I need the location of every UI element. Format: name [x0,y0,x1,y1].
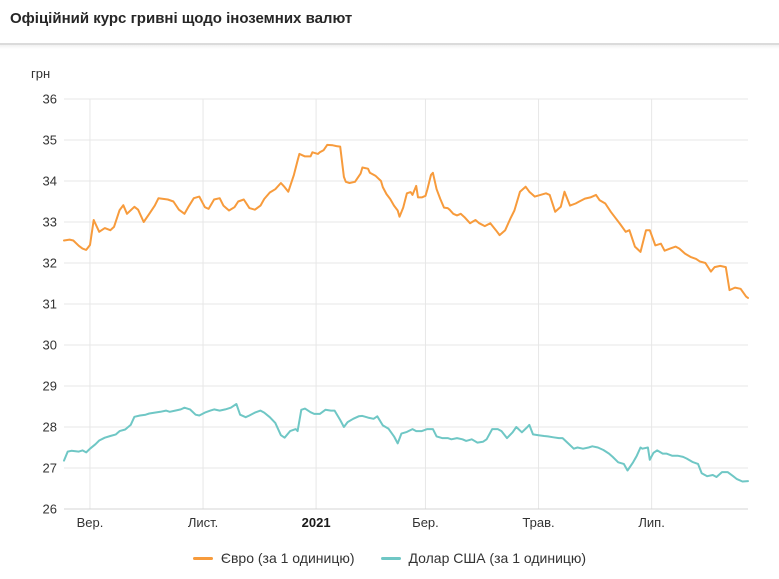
legend-label-usd: Долар США (за 1 одиницю) [408,550,587,566]
svg-text:30: 30 [43,338,57,353]
euro-line-marker-icon [192,556,213,560]
svg-text:Вер.: Вер. [77,515,104,530]
y-gridlines [64,98,748,510]
svg-text:29: 29 [43,379,57,394]
usd-line-marker-icon [380,556,401,560]
svg-text:35: 35 [43,133,57,148]
legend-label-euro: Євро (за 1 одиницю) [220,550,355,566]
svg-text:36: 36 [43,92,57,107]
y-axis-unit-label: грн [31,66,51,81]
euro-line[interactable] [63,143,749,299]
x-axis-labels: Вер. Лист. 2021 Бер. Трав. Лип. [77,515,665,530]
svg-text:Лист.: Лист. [188,515,218,530]
svg-text:Бер.: Бер. [412,515,439,530]
header-divider [0,43,779,45]
y-axis-labels: 26 27 28 29 30 31 32 33 34 35 36 [43,92,57,517]
svg-text:33: 33 [43,215,57,230]
svg-text:34: 34 [43,174,57,189]
svg-text:28: 28 [43,420,57,435]
chart-legend: Євро (за 1 одиницю) Долар США (за 1 один… [0,550,779,566]
usd-line[interactable] [63,403,749,483]
page-title: Офіційний курс гривні щодо іноземних вал… [10,10,353,27]
svg-text:26: 26 [43,502,57,517]
svg-text:2021: 2021 [302,515,331,530]
legend-item-euro[interactable]: Євро (за 1 одиницю) [192,550,355,566]
svg-text:31: 31 [43,297,57,312]
legend-item-usd[interactable]: Долар США (за 1 одиницю) [380,550,587,566]
svg-text:Лип.: Лип. [638,515,664,530]
svg-text:Трав.: Трав. [522,515,554,530]
header-divider-shadow [0,45,779,49]
svg-text:27: 27 [43,461,57,476]
svg-text:32: 32 [43,256,57,271]
